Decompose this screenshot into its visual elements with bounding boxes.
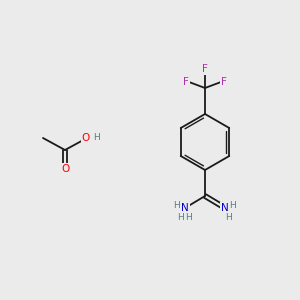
Text: H: H [93, 134, 99, 142]
Text: F: F [183, 77, 189, 87]
Text: O: O [82, 133, 90, 143]
Text: H: H [174, 200, 180, 209]
Text: O: O [61, 164, 69, 174]
Text: F: F [202, 64, 208, 74]
Text: F: F [221, 77, 227, 87]
Text: H: H [230, 200, 236, 209]
Text: N: N [181, 203, 189, 213]
Text: H: H [177, 214, 183, 223]
Text: H: H [184, 214, 191, 223]
Text: N: N [221, 203, 229, 213]
Text: H: H [226, 214, 232, 223]
